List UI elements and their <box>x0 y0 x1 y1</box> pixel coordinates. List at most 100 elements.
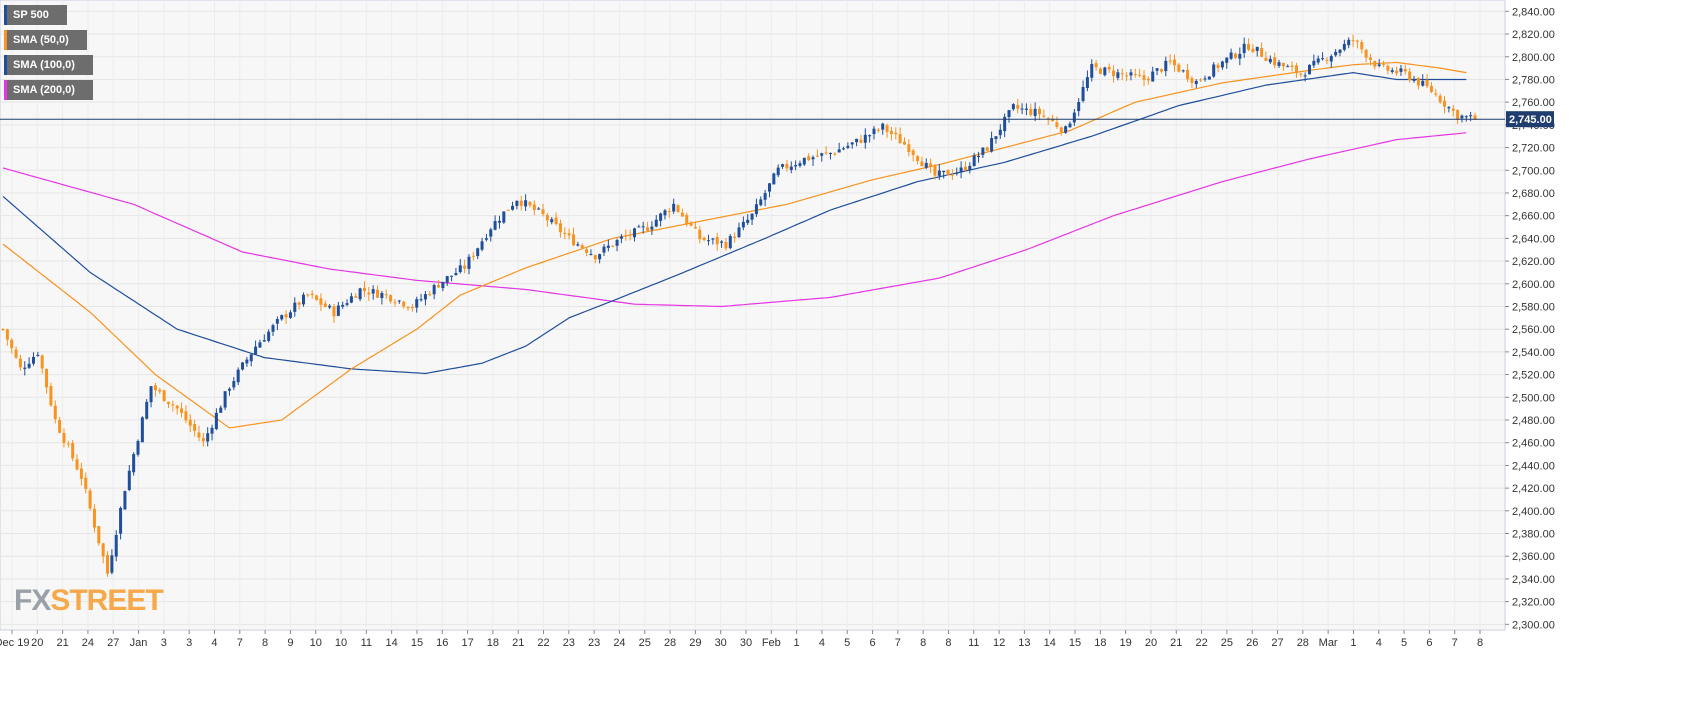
candle-body <box>1103 67 1107 76</box>
candle-body <box>646 227 650 231</box>
candle-body <box>1094 63 1098 68</box>
candle-body <box>532 204 536 210</box>
x-tick-label: 6 <box>869 637 875 649</box>
candle-body <box>593 255 597 260</box>
x-tick-label: 13 <box>1018 637 1030 649</box>
candle-body <box>794 165 798 167</box>
candle-body <box>702 237 706 240</box>
candle-body <box>585 249 589 253</box>
x-tick-label: 1 <box>1350 637 1356 649</box>
candle-body <box>580 245 584 249</box>
candle-body <box>550 219 554 223</box>
candle-body <box>632 228 636 238</box>
candle-body <box>1090 64 1094 78</box>
candle-body <box>227 388 231 391</box>
candle-body <box>88 490 92 509</box>
candle-body <box>889 130 893 135</box>
candle-body <box>1247 43 1251 50</box>
x-tick-label: 20 <box>31 637 43 649</box>
candle-body <box>1068 123 1072 128</box>
x-tick-label: 17 <box>461 637 473 649</box>
candle-body <box>402 301 406 307</box>
candle-body <box>1203 78 1207 80</box>
candle-body <box>576 244 580 246</box>
y-tick-label: 2,460.00 <box>1512 438 1555 450</box>
candle-body <box>467 256 471 269</box>
x-tick-label: 9 <box>287 637 293 649</box>
candle-body <box>589 254 593 256</box>
candle-body <box>894 132 898 135</box>
candle-body <box>1255 46 1259 51</box>
candle-body <box>315 295 319 300</box>
legend-item-sma50[interactable]: SMA (50,0) <box>4 30 87 50</box>
candle-body <box>1360 42 1364 50</box>
candle-body <box>127 470 131 490</box>
candle-body <box>863 134 867 143</box>
x-tick-label: 8 <box>1477 637 1483 649</box>
candle-body <box>1212 64 1216 77</box>
candle-body <box>241 362 245 370</box>
candle-body <box>1242 43 1246 54</box>
x-tick-label: 24 <box>82 637 94 649</box>
candle-body <box>463 265 467 269</box>
legend-label: SP 500 <box>7 5 67 25</box>
candle-body <box>1077 102 1081 112</box>
candle-body <box>972 155 976 167</box>
x-tick-label: 4 <box>211 637 217 649</box>
candle-body <box>454 273 458 276</box>
candle-body <box>907 144 911 153</box>
candle-body <box>1024 108 1028 110</box>
candle-body <box>349 296 353 303</box>
candle-body <box>415 299 419 308</box>
candle-body <box>149 386 153 403</box>
candle-body <box>336 305 340 316</box>
legend-item-sma200[interactable]: SMA (200,0) <box>4 80 93 100</box>
legend-item-sp500[interactable]: SP 500 <box>4 5 67 25</box>
x-axis: Dec 1920212427Jan33478910101114151617182… <box>0 630 1483 649</box>
legend-swatch <box>4 55 7 75</box>
candle-body <box>66 443 70 445</box>
candle-body <box>759 199 763 206</box>
candle-body <box>1473 115 1477 120</box>
y-tick-label: 2,800.00 <box>1512 52 1555 64</box>
candle-body <box>193 424 197 431</box>
candle-body <box>1116 72 1120 78</box>
candle-body <box>811 157 815 160</box>
candle-body <box>994 136 998 140</box>
candle-body <box>18 358 22 368</box>
y-tick-label: 2,500.00 <box>1512 392 1555 404</box>
candle-body <box>380 293 384 299</box>
x-tick-label: 7 <box>237 637 243 649</box>
candle-body <box>911 150 915 156</box>
candle-body <box>1011 104 1015 110</box>
candle-body <box>345 303 349 305</box>
x-tick-label: 8 <box>262 637 268 649</box>
legend-item-sma100[interactable]: SMA (100,0) <box>4 55 93 75</box>
candle-body <box>968 165 972 170</box>
candle-body <box>27 363 31 368</box>
candle-body <box>119 507 123 534</box>
candle-body <box>663 210 667 216</box>
candle-body <box>789 166 793 170</box>
x-tick-label: 5 <box>1401 637 1407 649</box>
x-tick-label: 11 <box>968 637 979 649</box>
current-price-label: 2,745.00 <box>1509 114 1552 126</box>
candle-body <box>977 155 981 158</box>
x-tick-label: 8 <box>945 637 951 649</box>
x-tick-label: 28 <box>1297 637 1309 649</box>
y-tick-label: 2,580.00 <box>1512 301 1555 313</box>
y-tick-label: 2,600.00 <box>1512 279 1555 291</box>
candle-body <box>798 163 802 166</box>
candle-body <box>136 440 140 455</box>
x-tick-label: 30 <box>740 637 752 649</box>
candle-body <box>1033 108 1037 116</box>
candle-body <box>1329 56 1333 62</box>
candle-body <box>184 411 188 421</box>
candle-body <box>619 236 623 239</box>
candle-body <box>280 315 284 320</box>
candle-body <box>959 167 963 172</box>
candle-body <box>1438 95 1442 103</box>
candle-body <box>1299 73 1303 75</box>
